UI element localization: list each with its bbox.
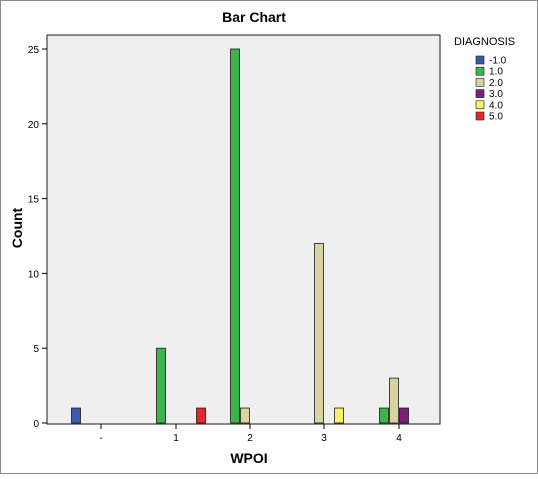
legend-swatch	[475, 66, 485, 76]
y-tick-label: 5	[33, 344, 39, 355]
plot-area	[46, 34, 441, 425]
y-tick-label: 20	[28, 120, 40, 131]
chart-title: Bar Chart	[222, 9, 286, 25]
x-tick-label: 2	[247, 433, 253, 444]
legend-swatch	[475, 89, 485, 98]
bar-3-series-2.0	[314, 243, 324, 424]
bar-4-series-2.0	[389, 377, 399, 424]
bar-4-series-1.0	[379, 407, 389, 424]
bar-dash-series--1.0	[71, 407, 81, 424]
legend-label: -1.0	[489, 56, 507, 67]
legend-items: -1.01.02.03.04.05.0	[475, 55, 507, 123]
legend-swatch	[475, 111, 485, 121]
legend-swatch	[475, 55, 485, 65]
bar-2-series-2.0	[240, 407, 250, 424]
legend-label: 3.0	[489, 89, 503, 100]
x-axis-label: WPOI	[230, 450, 267, 466]
legend-label: 1.0	[489, 67, 503, 78]
y-tick-label: 0	[33, 419, 39, 430]
bar-1-series-5.0	[196, 407, 206, 424]
legend-swatch	[475, 78, 485, 87]
bar-2-series-1.0	[230, 48, 240, 424]
legend-label: 4.0	[489, 100, 503, 111]
legend-label: 2.0	[489, 78, 503, 89]
legend-label: 5.0	[489, 112, 503, 123]
bar-3-series-4.0	[334, 407, 344, 424]
bar-1-series-1.0	[156, 347, 166, 424]
x-tick-label: 1	[173, 433, 179, 444]
y-tick-label: 15	[28, 195, 40, 206]
x-axis: - 1 2 3 4	[99, 424, 402, 444]
bar-4-series-3.0	[399, 407, 409, 424]
y-tick-label: 25	[28, 45, 40, 56]
y-axis-label: Count	[9, 207, 25, 248]
y-axis: 0 5 10 15 20 25	[28, 45, 47, 430]
x-tick-label: 4	[396, 433, 402, 444]
legend-title: DIAGNOSIS	[454, 36, 515, 48]
x-tick-label: 3	[321, 433, 327, 444]
legend-swatch	[475, 100, 485, 110]
y-tick-label: 10	[28, 269, 40, 280]
bars-group	[71, 48, 409, 424]
legend: DIAGNOSIS -1.01.02.03.04.05.0	[454, 36, 515, 123]
x-tick-label: -	[99, 433, 102, 444]
